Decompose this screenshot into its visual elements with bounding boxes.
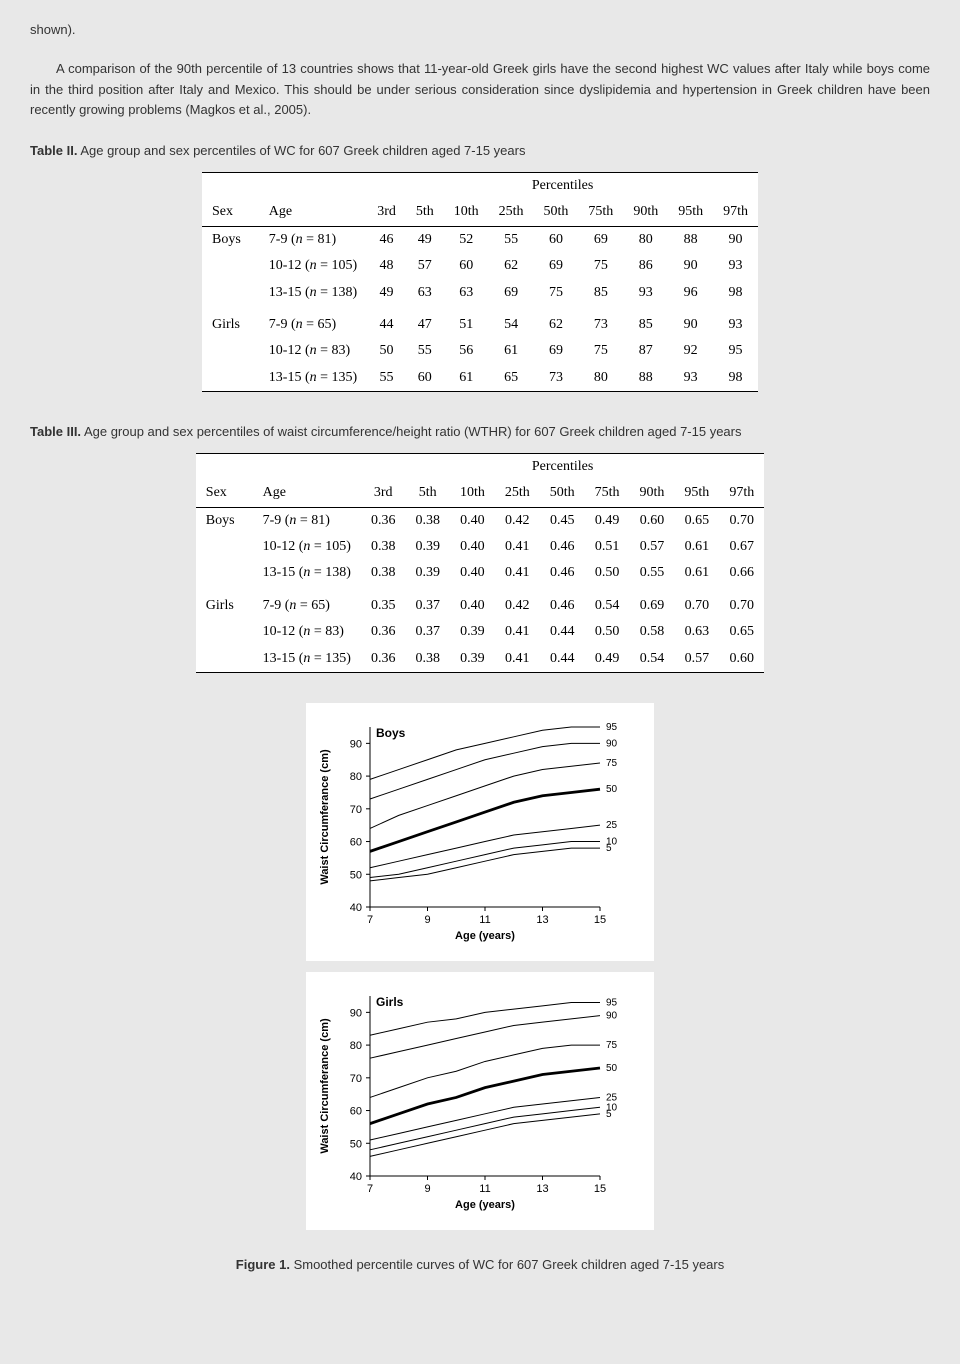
svg-text:80: 80 [350,1040,362,1052]
svg-text:11: 11 [479,914,490,926]
svg-text:Age (years): Age (years) [455,930,515,942]
svg-text:90: 90 [350,738,362,750]
svg-text:75: 75 [606,758,618,769]
svg-text:13: 13 [536,914,548,926]
svg-text:Girls: Girls [376,995,404,1009]
svg-text:10: 10 [606,837,618,848]
svg-text:25: 25 [606,820,618,831]
table3: PercentilesSexAge3rd5th10th25th50th75th9… [196,453,764,673]
figure1-charts: 40 50 60 70 80 90 7 9 11 13 15 Age (years) Waist Cir… [30,703,930,1275]
svg-text:Waist Circumferance (cm): Waist Circumferance (cm) [319,1018,331,1154]
svg-text:95: 95 [606,997,618,1008]
svg-text:80: 80 [350,771,362,783]
svg-text:60: 60 [350,1105,362,1117]
svg-text:90: 90 [606,1010,618,1021]
table3-caption: Table III. Age group and sex percentiles… [30,422,930,443]
svg-text:9: 9 [424,1183,430,1195]
svg-text:7: 7 [367,914,373,926]
svg-text:Waist Circumferance (cm): Waist Circumferance (cm) [319,749,331,885]
svg-text:90: 90 [350,1007,362,1019]
svg-text:90: 90 [606,738,618,749]
svg-text:50: 50 [350,1138,362,1150]
figure1-caption: Figure 1. Smoothed percentile curves of … [30,1255,930,1276]
svg-text:70: 70 [350,1073,362,1085]
svg-text:11: 11 [479,1183,490,1195]
svg-text:15: 15 [594,914,606,926]
svg-text:40: 40 [350,902,362,914]
svg-text:Age (years): Age (years) [455,1199,515,1211]
svg-text:15: 15 [594,1183,606,1195]
svg-text:95: 95 [606,722,618,733]
svg-text:60: 60 [350,837,362,849]
svg-text:13: 13 [536,1183,548,1195]
svg-text:50: 50 [606,1063,618,1074]
table2-caption: Table II. Age group and sex percentiles … [30,141,930,162]
chart-girls: 40 50 60 70 80 90 7 9 11 13 15 Age (years) Waist Cir… [306,972,654,1230]
svg-text:10: 10 [606,1102,618,1113]
svg-text:Boys: Boys [376,726,406,740]
table2: PercentilesSexAge3rd5th10th25th50th75th9… [202,172,758,392]
svg-text:75: 75 [606,1040,618,1051]
paragraph-0: shown). [30,20,930,41]
paragraph-1: A comparison of the 90th percentile of 1… [30,59,930,121]
svg-text:70: 70 [350,804,362,816]
svg-text:9: 9 [424,914,430,926]
chart-boys: 40 50 60 70 80 90 7 9 11 13 15 Age (years) Waist Cir… [306,703,654,961]
svg-text:40: 40 [350,1171,362,1183]
svg-text:7: 7 [367,1183,373,1195]
svg-text:50: 50 [606,784,618,795]
svg-text:25: 25 [606,1092,618,1103]
svg-text:50: 50 [350,869,362,881]
